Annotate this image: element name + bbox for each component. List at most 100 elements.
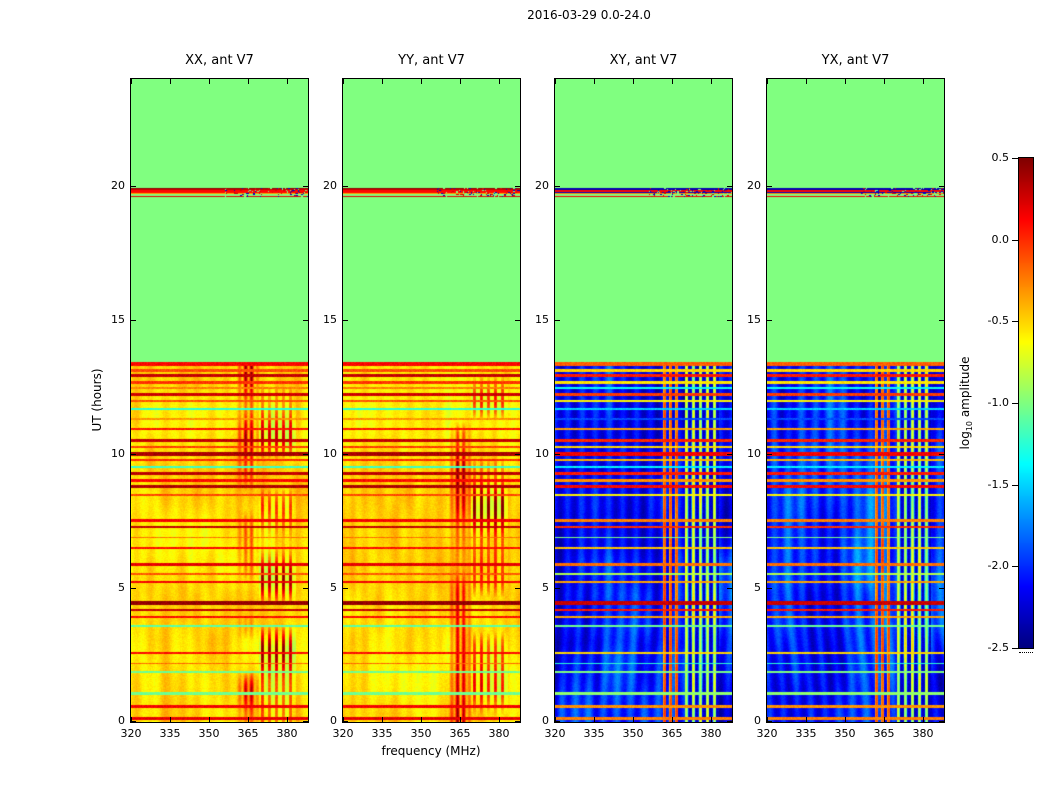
x-tick-mark (594, 717, 595, 722)
x-tick-mark (555, 79, 556, 84)
panel-title-yy: YY, ant V7 (398, 53, 465, 68)
x-tick-mark (421, 717, 422, 722)
x-tick-label: 335 (795, 727, 817, 740)
panel-title-xx: XX, ant V7 (185, 53, 254, 68)
y-tick-mark (131, 721, 136, 722)
y-tick-label: 15 (747, 313, 761, 326)
heatmap-canvas-xy (555, 79, 732, 722)
x-tick-mark (711, 717, 712, 722)
y-tick-label: 10 (323, 447, 337, 460)
colorbar-tick-mark (1012, 158, 1018, 159)
colorbar-tick-mark (1012, 485, 1018, 486)
x-tick-mark (248, 79, 249, 84)
colorbar-tick-mark (1012, 648, 1018, 649)
x-tick-mark (884, 79, 885, 84)
x-tick-label: 365 (873, 727, 895, 740)
x-tick-label: 365 (449, 727, 471, 740)
y-tick-mark (555, 320, 560, 321)
x-tick-mark (923, 717, 924, 722)
colorbar-tick-mark (1012, 321, 1018, 322)
y-tick-label: 15 (111, 313, 125, 326)
x-tick-label: 350 (834, 727, 856, 740)
colorbar-label-sub: 10 (965, 420, 975, 432)
x-tick-mark (343, 79, 344, 84)
x-tick-mark (382, 79, 383, 84)
x-tick-label: 320 (756, 727, 778, 740)
heatmap-canvas-yx (767, 79, 944, 722)
y-tick-label: 20 (535, 179, 549, 192)
x-tick-mark (633, 79, 634, 84)
x-tick-mark (170, 79, 171, 84)
heatmap-canvas-xx (131, 79, 308, 722)
y-tick-label: 10 (747, 447, 761, 460)
colorbar-tick-label: -2.5 (987, 641, 1009, 654)
y-tick-mark (767, 454, 772, 455)
x-tick-mark (767, 717, 768, 722)
x-tick-label: 365 (237, 727, 259, 740)
y-tick-mark (555, 721, 560, 722)
y-tick-mark (515, 186, 520, 187)
y-tick-label: 5 (118, 581, 125, 594)
x-tick-mark (555, 717, 556, 722)
x-tick-mark (460, 717, 461, 722)
x-tick-mark (711, 79, 712, 84)
x-tick-mark (170, 717, 171, 722)
x-tick-mark (672, 79, 673, 84)
x-tick-label: 320 (544, 727, 566, 740)
y-tick-mark (767, 588, 772, 589)
y-tick-mark (727, 454, 732, 455)
y-tick-mark (939, 320, 944, 321)
colorbar-tick-label: 0.5 (991, 151, 1010, 164)
x-tick-label: 335 (583, 727, 605, 740)
y-tick-mark (767, 186, 772, 187)
y-tick-label: 0 (542, 714, 549, 727)
y-tick-mark (727, 320, 732, 321)
x-tick-label: 335 (371, 727, 393, 740)
colorbar-tick-label: -2.0 (987, 559, 1009, 572)
x-tick-mark (382, 717, 383, 722)
x-tick-mark (209, 79, 210, 84)
colorbar-label: log10 amplitude (958, 357, 974, 450)
x-tick-label: 320 (332, 727, 354, 740)
panel-title-yx: YX, ant V7 (821, 53, 890, 68)
y-tick-mark (555, 588, 560, 589)
x-tick-label: 380 (912, 727, 934, 740)
y-tick-mark (515, 588, 520, 589)
panel-title-xy: XY, ant V7 (609, 53, 678, 68)
x-tick-mark (767, 79, 768, 84)
y-tick-mark (131, 320, 136, 321)
x-tick-mark (672, 717, 673, 722)
y-tick-mark (515, 721, 520, 722)
colorbar-tick-label: 0.0 (991, 233, 1010, 246)
x-tick-mark (287, 717, 288, 722)
y-tick-label: 0 (118, 714, 125, 727)
y-tick-mark (343, 186, 348, 187)
y-tick-mark (727, 588, 732, 589)
y-tick-mark (343, 588, 348, 589)
colorbar-extend-dotted (1019, 652, 1033, 653)
x-tick-mark (131, 79, 132, 84)
y-tick-label: 5 (330, 581, 337, 594)
y-tick-mark (515, 454, 520, 455)
y-tick-mark (303, 721, 308, 722)
colorbar-tick-label: -1.5 (987, 478, 1009, 491)
y-tick-label: 15 (323, 313, 337, 326)
y-tick-mark (131, 588, 136, 589)
x-tick-mark (594, 79, 595, 84)
colorbar-tick-mark (1012, 240, 1018, 241)
x-axis-label: frequency (MHz) (381, 744, 481, 758)
y-tick-mark (303, 588, 308, 589)
x-tick-mark (806, 717, 807, 722)
y-tick-mark (343, 454, 348, 455)
x-tick-mark (499, 79, 500, 84)
x-tick-label: 350 (198, 727, 220, 740)
y-tick-label: 20 (323, 179, 337, 192)
x-tick-mark (248, 717, 249, 722)
y-tick-label: 0 (330, 714, 337, 727)
x-tick-label: 380 (276, 727, 298, 740)
y-tick-label: 5 (542, 581, 549, 594)
y-tick-label: 10 (111, 447, 125, 460)
y-tick-mark (939, 186, 944, 187)
y-tick-mark (343, 320, 348, 321)
